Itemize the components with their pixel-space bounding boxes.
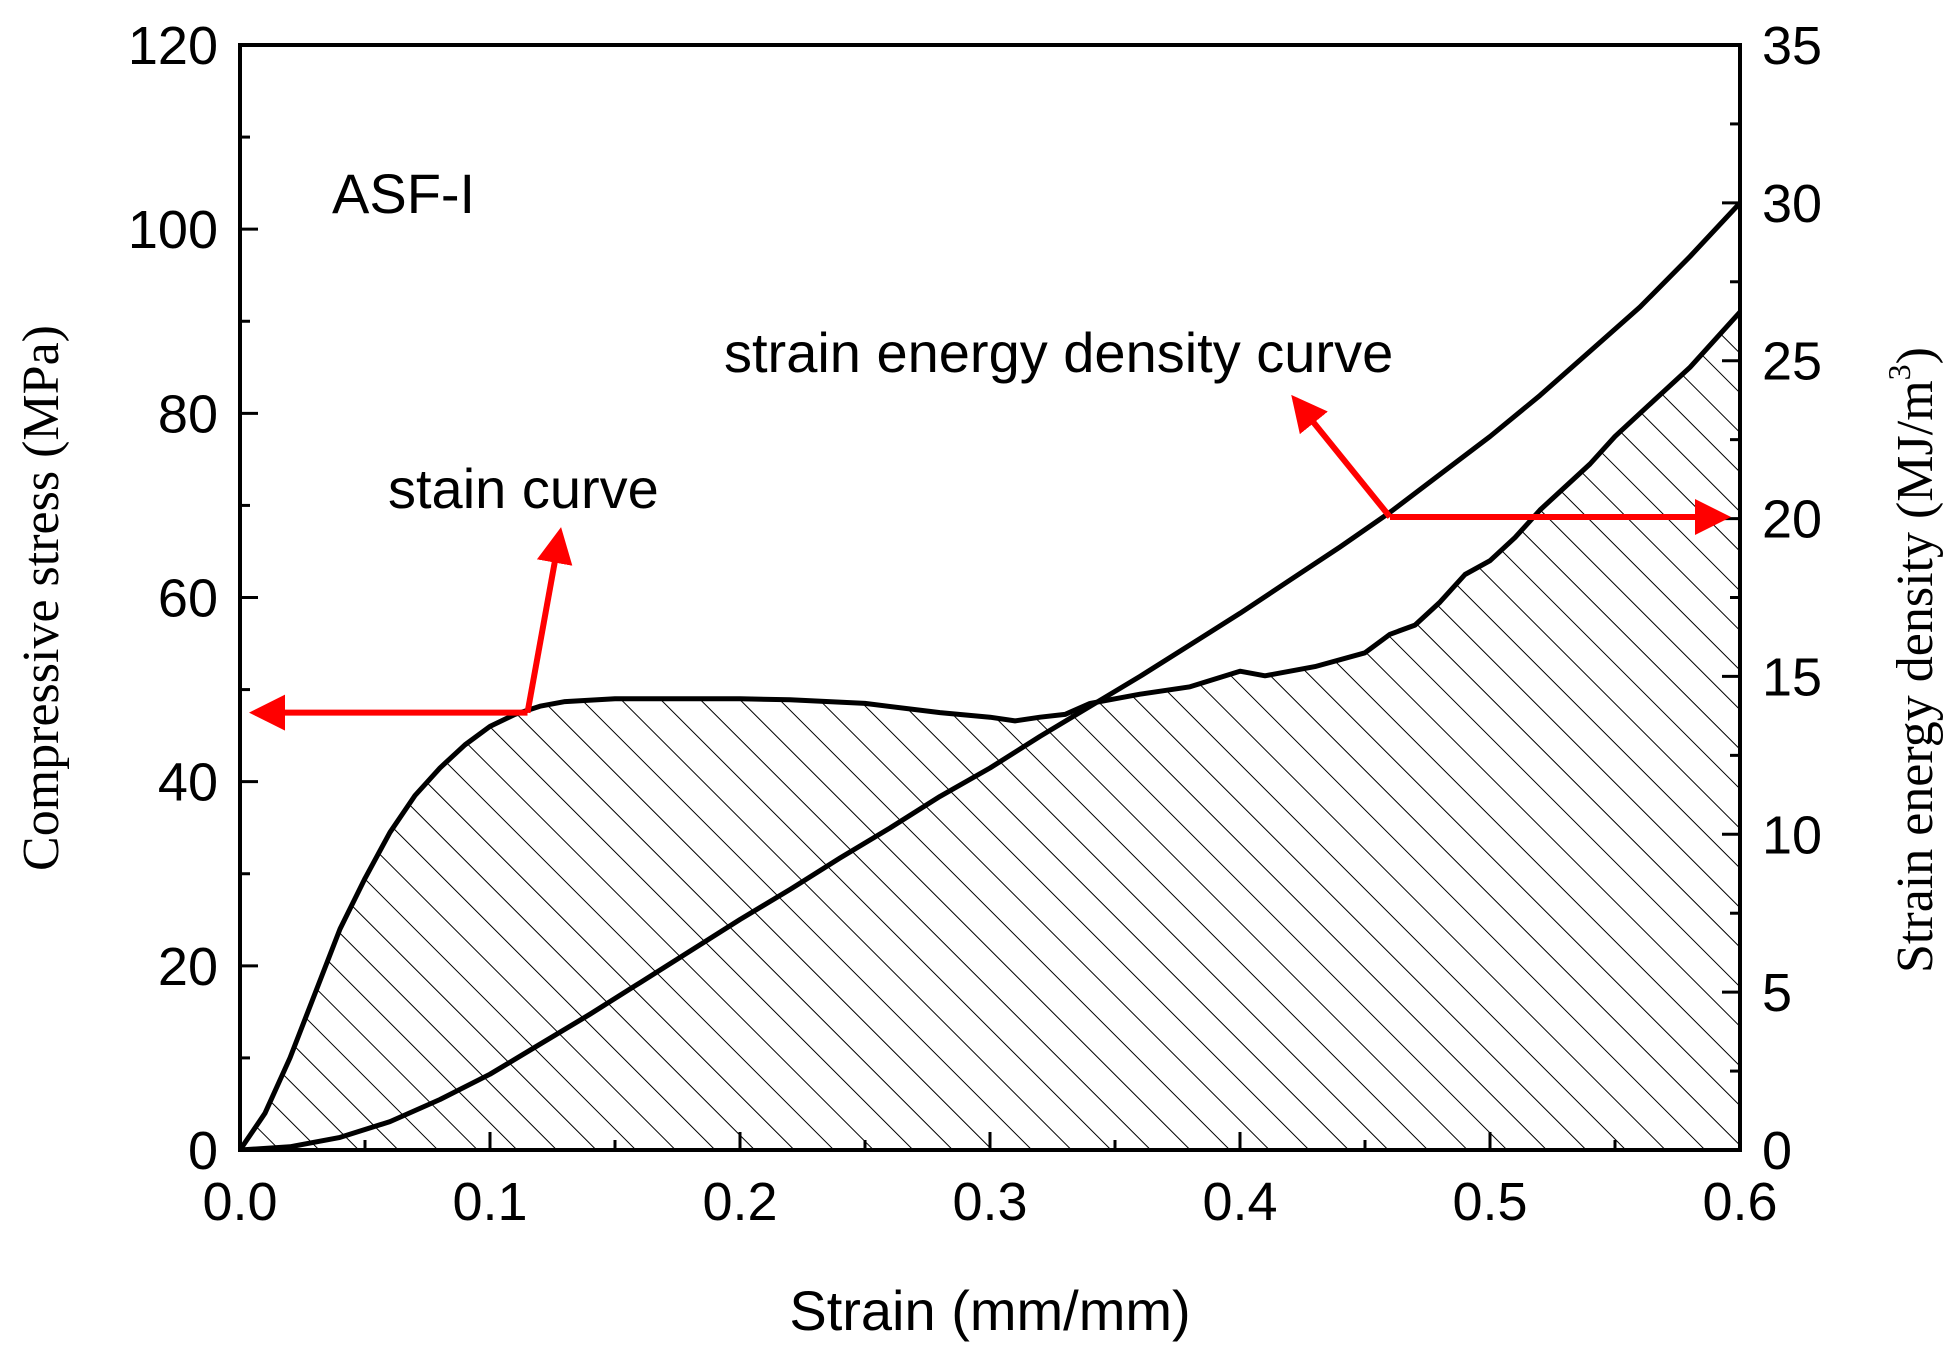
y-right-axis-title-main: Strain energy density (MJ/m bbox=[1887, 380, 1944, 973]
stain-curve-area bbox=[240, 312, 1740, 1150]
y-left-tick-label: 120 bbox=[128, 16, 218, 76]
stress-curve-annotation: stain curve bbox=[388, 457, 659, 520]
y-right-tick-label: 25 bbox=[1762, 332, 1822, 392]
y-left-tick-label: 0 bbox=[188, 1121, 218, 1181]
y-left-tick-label: 40 bbox=[158, 753, 218, 813]
x-tick-label: 0.6 bbox=[1702, 1172, 1777, 1232]
x-tick-label: 0.3 bbox=[952, 1172, 1027, 1232]
energy-curve-annotation: strain energy density curve bbox=[724, 321, 1393, 384]
annotation-arrows bbox=[249, 394, 1731, 731]
x-tick-label: 0.5 bbox=[1452, 1172, 1527, 1232]
y-right-tick-label: 5 bbox=[1762, 963, 1792, 1023]
panel-label: ASF-I bbox=[332, 162, 475, 225]
y-right-tick-label: 35 bbox=[1762, 16, 1822, 76]
y-left-tick-label: 80 bbox=[158, 384, 218, 444]
series-layer bbox=[240, 201, 1740, 1150]
y-right-tick-label: 30 bbox=[1762, 174, 1822, 234]
stress-label-arrow bbox=[524, 527, 573, 714]
x-tick-label: 0.2 bbox=[702, 1172, 777, 1232]
y-right-axis-title-close: ) bbox=[1887, 347, 1944, 364]
x-axis-title: Strain (mm/mm) bbox=[789, 1279, 1190, 1342]
stress-area-hatch bbox=[240, 312, 1740, 1150]
stain-curve-line bbox=[240, 310, 1740, 1150]
x-tick-label: 0.0 bbox=[202, 1172, 277, 1232]
y-right-tick-label: 20 bbox=[1762, 490, 1822, 550]
tick-layer: 0.0 0.1 0.2 0.3 0.4 0.5 0.60204060801001200510… bbox=[128, 16, 1822, 1232]
y-right-tick-label: 10 bbox=[1762, 805, 1822, 865]
y-right-tick-label: 15 bbox=[1762, 647, 1822, 707]
energy-label-arrow bbox=[1291, 394, 1393, 519]
y-left-tick-label: 60 bbox=[158, 569, 218, 629]
y-left-tick-label: 20 bbox=[158, 937, 218, 997]
y-right-tick-label: 0 bbox=[1762, 1121, 1792, 1181]
plot-frame bbox=[238, 43, 1742, 1152]
x-tick-label: 0.1 bbox=[452, 1172, 527, 1232]
strain-energy-density-curve-line bbox=[240, 201, 1740, 1150]
y-right-axis-title-sup: 3 bbox=[1881, 364, 1917, 380]
y-left-axis-title: Compressive stress (MPa) bbox=[13, 325, 70, 871]
y-left-tick-label: 100 bbox=[128, 200, 218, 260]
x-tick-label: 0.4 bbox=[1202, 1172, 1277, 1232]
y-right-axis-title: Strain energy density (MJ/m3) bbox=[1881, 347, 1944, 973]
